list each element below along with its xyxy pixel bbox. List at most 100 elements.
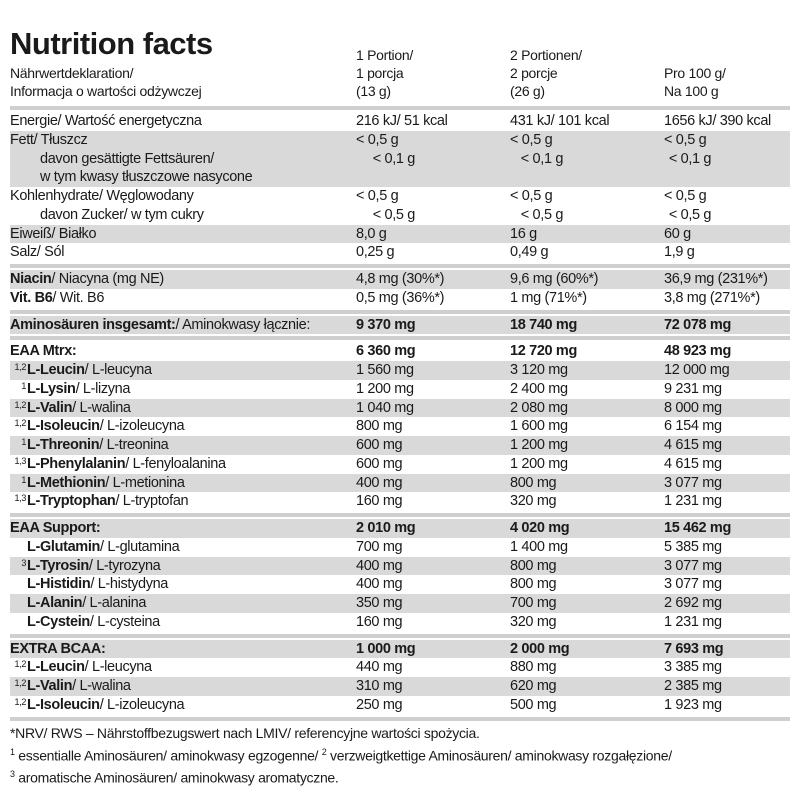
header-label: Nährwertdeklaration/ Informacja o wartoś… — [10, 46, 202, 100]
footnote-marker: 1,3 — [14, 493, 27, 504]
value-per-100g: 3 077 mg — [664, 576, 722, 593]
value-per-portion: 8,0 g — [356, 225, 387, 242]
footnote-marker: 1,2 — [14, 362, 27, 372]
value-per-2-portions: < 0,5 g — [520, 206, 564, 223]
nutrient-translation: / L-histydyna — [90, 576, 169, 593]
group-separator — [10, 264, 790, 268]
nutrient-translation: Fett/ Tłuszcz — [10, 131, 88, 148]
footnote-marker: 1,2 — [14, 696, 27, 707]
value-per-2-portions: 9,6 mg (60%*) — [510, 271, 599, 287]
row-label: davon Zucker/ w tym cukry — [10, 206, 373, 225]
value-per-100g: 8 000 mg — [664, 399, 722, 416]
nutrient-name: L-Cystein — [27, 613, 90, 630]
nutrient-translation: / Aminokwasy łącznie: — [175, 316, 311, 333]
value-per-2-portions: 0,49 g — [510, 244, 549, 261]
value-per-2-portions: 12 720 mg — [510, 343, 577, 360]
table-row: 1L-Threonin/ L-treonina 600 mg 1 200 mg 4 6… — [10, 436, 790, 455]
row-label: 1,2L-Valin/ L-walina — [10, 677, 356, 696]
nutrient-name: L-Isoleucin — [27, 418, 100, 435]
value-per-portion: < 0,1 g — [372, 150, 416, 167]
group-separator — [10, 633, 790, 638]
value-per-2-portions: < 0,5 g — [510, 131, 553, 148]
row-label: EXTRA BCAA: — [10, 640, 356, 659]
value-per-100g: 3 077 mg — [664, 474, 722, 491]
footnote-nrv: *NRV/ RWS – Nährstoffbezugswert nach LMI… — [10, 725, 480, 741]
nutrient-translation: / L-leucyna — [84, 362, 152, 378]
nutrient-name: L-Threonin — [27, 437, 100, 453]
value-per-100g: 7 693 mg — [664, 640, 724, 657]
nutrient-name: L-Alanin — [27, 595, 83, 611]
row-label: 1L-Methionin/ L-metionina — [10, 474, 356, 493]
footnote-marker: 1 — [21, 437, 26, 447]
table-row: Kohlenhydrate/ Węglowodany < 0,5 g < 0,5 g… — [10, 187, 790, 206]
nutrient-translation: / L-glutamina — [100, 538, 180, 555]
value-per-portion: 700 mg — [356, 538, 403, 555]
nutrient-translation: / L-tryptofan — [115, 493, 189, 510]
footnote-marker: 1,3 — [14, 455, 27, 466]
value-per-portion: 4,8 mg (30%*) — [356, 271, 445, 287]
value-per-100g: 5 385 mg — [664, 538, 722, 555]
group-separator — [10, 336, 790, 341]
table-row: Energie/ Wartość energetyczna 216 kJ/ 51 … — [10, 112, 790, 131]
row-label: EAA Mtrx: — [10, 342, 356, 361]
nutrient-translation: / L-cysteina — [89, 613, 160, 630]
value-per-100g: 2 385 mg — [664, 678, 722, 694]
value-per-100g: 15 462 mg — [664, 520, 731, 536]
value-per-2-portions: 880 mg — [510, 659, 557, 676]
value-per-100g: 1 231 mg — [664, 613, 722, 630]
value-per-portion: 6 360 mg — [356, 343, 416, 360]
value-per-2-portions: 320 mg — [510, 613, 557, 630]
value-per-2-portions: 800 mg — [510, 576, 557, 593]
table-row: 1,2L-Isoleucin/ L-izoleucyna 250 mg 500 mg… — [10, 696, 790, 715]
value-per-portion: 400 mg — [356, 474, 403, 491]
row-label: 1,2L-Leucin/ L-leucyna — [10, 361, 356, 380]
value-per-2-portions: 4 020 mg — [510, 520, 570, 536]
value-per-2-portions: 18 740 mg — [510, 316, 577, 333]
value-per-2-portions: < 0,1 g — [520, 150, 564, 167]
nutrient-translation: / L-fenyloalanina — [125, 455, 226, 472]
nutrient-name: L-Tyrosin — [27, 557, 89, 574]
nutrient-name: EAA Support: — [10, 520, 101, 536]
value-per-2-portions: 431 kJ/ 101 kcal — [510, 113, 610, 129]
value-per-portion — [373, 168, 521, 187]
nutrient-translation: / L-leucyna — [84, 659, 152, 676]
total-row: EXTRA BCAA: 1 000 mg 2 000 mg 7 693 mg — [10, 639, 790, 659]
nutrient-name: Niacin — [10, 271, 52, 287]
footnote-1-2: 1 essentialle Aminosäuren/ aminokwasy eg… — [10, 743, 672, 765]
value-per-portion: 800 mg — [356, 418, 403, 435]
header-col2-line: 2 Portionen/ — [510, 47, 582, 63]
footnotes: *NRV/ RWS – Nährstoffbezugswert nach LMI… — [10, 724, 672, 787]
nutrient-name: L-Phenylalanin — [27, 455, 126, 472]
value-per-portion: 350 mg — [356, 595, 403, 611]
footnote-marker: 2 — [321, 746, 327, 757]
value-per-100g: 4 615 mg — [664, 437, 722, 453]
row-label: 1,3L-Phenylalanin/ L-fenyloalanina — [10, 455, 356, 474]
row-label: Salz/ Sól — [10, 243, 356, 262]
value-per-100g: 48 923 mg — [664, 343, 731, 360]
value-per-100g: 36,9 mg (231%*) — [664, 271, 768, 287]
header-label-line: Informacja o wartości odżywczej — [10, 83, 202, 99]
value-per-100g: 2 692 mg — [664, 595, 722, 611]
nutrient-name: L-Isoleucin — [27, 696, 100, 713]
header-label-line: Nährwertdeklaration/ — [10, 65, 134, 81]
page-title: Nutrition facts — [10, 26, 213, 61]
row-label: Niacin/ Niacyna (mg NE) — [10, 270, 356, 289]
header-col2: 2 Portionen/ 2 porcje (26 g) — [510, 46, 582, 100]
group-separator — [10, 513, 790, 517]
row-label: Eiweiß/ Białko — [10, 225, 356, 244]
header-col2-line: 2 porcje — [510, 65, 558, 81]
value-per-portion: 160 mg — [356, 613, 403, 630]
nutrient-translation: / L-alanina — [82, 595, 147, 611]
nutrient-name: L-Leucin — [27, 659, 85, 676]
value-per-portion: 2 010 mg — [356, 520, 416, 536]
table-row: 1,2L-Valin/ L-walina 310 mg 620 mg 2 385 mg — [10, 677, 790, 696]
nutrient-translation: Eiweiß/ Białko — [10, 225, 97, 242]
row-label: L-Alanin/ L-alanina — [10, 594, 356, 613]
nutrient-name: Vit. B6 — [10, 289, 53, 306]
row-label: L-Histidin/ L-histydyna — [10, 575, 356, 594]
nutrient-name: EAA Mtrx: — [10, 343, 77, 360]
table-row: w tym kwasy tłuszczowe nasycone — [10, 168, 790, 187]
nutrient-translation: Salz/ Sól — [10, 244, 65, 261]
table-row: L-Alanin/ L-alanina 350 mg 700 mg 2 692 mg — [10, 594, 790, 613]
total-row: EAA Mtrx: 6 360 mg 12 720 mg 48 923 mg — [10, 342, 790, 361]
